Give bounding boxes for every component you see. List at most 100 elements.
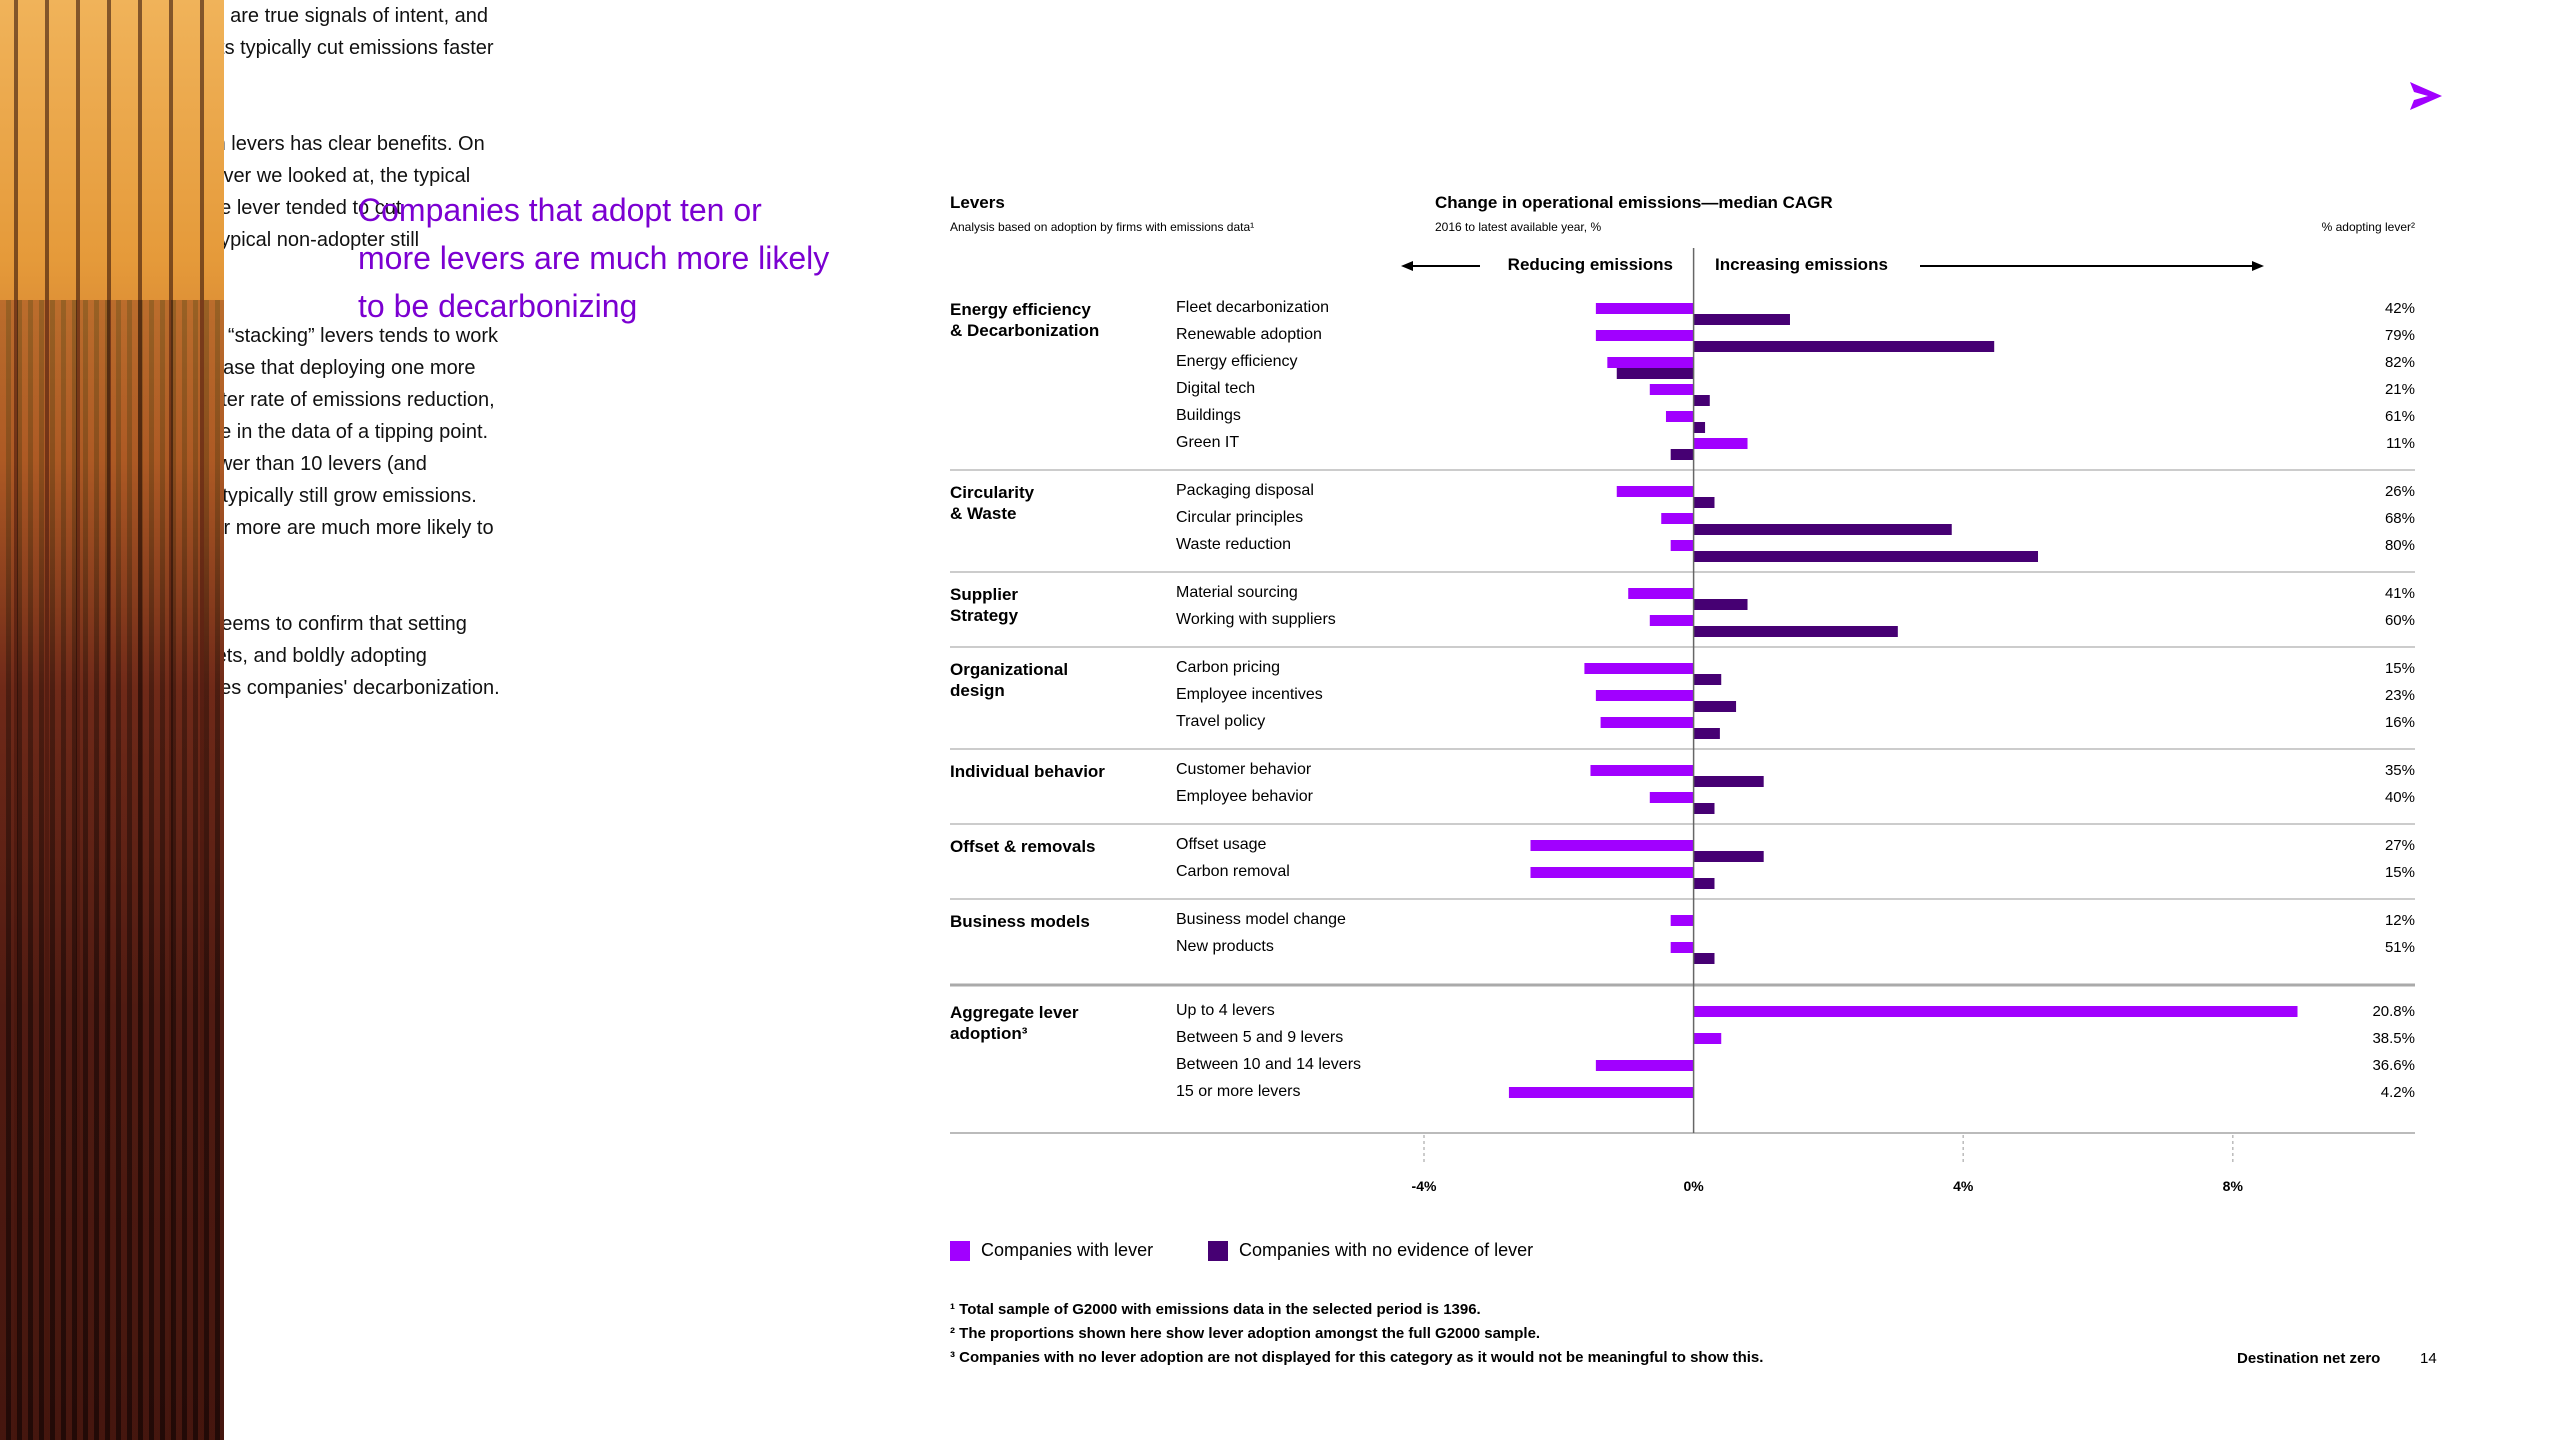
adoption-label: 27% — [2384, 837, 2415, 854]
lever-label: Carbon removal — [1176, 863, 1290, 880]
logo — [2410, 82, 2442, 110]
bar — [1607, 357, 1694, 368]
bar — [1628, 588, 1694, 599]
adoption-title: % adopting lever² — [2321, 220, 2415, 234]
bar — [1590, 765, 1694, 776]
chart-title: Change in operational emissions—median C… — [1435, 193, 1833, 212]
bar — [1693, 497, 1715, 508]
group-label: Offset & removals — [950, 837, 1096, 856]
lever-label: Material sourcing — [1176, 584, 1298, 601]
lever-label: Working with suppliers — [1176, 611, 1336, 628]
footnote: ³ Companies with no lever adoption are n… — [950, 1349, 1764, 1366]
legend-swatch — [1208, 1241, 1228, 1261]
lever-label: Buildings — [1176, 407, 1241, 424]
adoption-label: 42% — [2384, 300, 2415, 317]
adoption-label: 16% — [2384, 714, 2415, 731]
bar — [1649, 615, 1694, 626]
bar — [1600, 717, 1694, 728]
footer: Destination net zero — [2237, 1350, 2381, 1367]
adoption-label: 21% — [2384, 381, 2415, 398]
bar — [1665, 411, 1694, 422]
legend-swatch — [950, 1241, 970, 1261]
adoption-label: 82% — [2384, 354, 2415, 371]
bar — [1693, 674, 1722, 685]
adoption-label: 38.5% — [2372, 1030, 2415, 1047]
lever-label: Between 5 and 9 levers — [1176, 1029, 1344, 1046]
adoption-label: 23% — [2384, 687, 2415, 704]
group-label: Circularity & Waste — [950, 483, 1035, 523]
lever-label: Renewable adoption — [1176, 326, 1322, 343]
bar — [1693, 728, 1720, 739]
page-number: 14 — [2420, 1350, 2437, 1367]
adoption-label: 35% — [2384, 762, 2415, 779]
bar — [1693, 314, 1790, 325]
bar — [1595, 303, 1694, 314]
adoption-label: 68% — [2384, 510, 2415, 527]
levers-subtitle: Analysis based on adoption by firms with… — [950, 220, 1255, 234]
bar — [1595, 330, 1694, 341]
bar — [1693, 953, 1715, 964]
cover-photo — [0, 0, 224, 1440]
heading: Companies that adopt ten or more levers … — [358, 192, 830, 324]
adoption-label: 20.8% — [2372, 1003, 2415, 1020]
bar — [1649, 384, 1694, 395]
lever-label: Employee behavior — [1176, 788, 1313, 805]
adoption-label: 4.2% — [2380, 1084, 2415, 1101]
lever-label: Offset usage — [1176, 836, 1267, 853]
lever-label: Fleet decarbonization — [1176, 299, 1329, 316]
adoption-label: 36.6% — [2372, 1057, 2415, 1074]
bar — [1693, 1006, 2298, 1017]
bar — [1530, 867, 1694, 878]
bar — [1693, 626, 1898, 637]
lever-label: Travel policy — [1176, 713, 1266, 730]
adoption-label: 61% — [2384, 408, 2415, 425]
x-tick-label: -4% — [1411, 1178, 1437, 1194]
bar — [1670, 449, 1694, 460]
bar — [1693, 1033, 1722, 1044]
arrow-label: Increasing emissions — [1715, 255, 1888, 274]
lever-label: New products — [1176, 938, 1274, 955]
lever-label: Customer behavior — [1176, 761, 1312, 778]
lever-label: Between 10 and 14 levers — [1176, 1056, 1362, 1073]
chart-subtitle: 2016 to latest available year, % — [1435, 220, 1602, 234]
lever-label: Carbon pricing — [1176, 659, 1281, 676]
adoption-label: 40% — [2384, 789, 2415, 806]
bar — [1661, 513, 1694, 524]
levers-title: Levers — [950, 193, 1005, 212]
bar — [1693, 776, 1764, 787]
bar — [1508, 1087, 1694, 1098]
bar — [1649, 792, 1694, 803]
adoption-label: 15% — [2384, 660, 2415, 677]
bar — [1670, 942, 1694, 953]
lever-label: Green IT — [1176, 434, 1240, 451]
group-label: Organizational design — [950, 660, 1069, 700]
bar — [1530, 840, 1694, 851]
arrow-head — [2252, 261, 2264, 271]
bar — [1693, 701, 1737, 712]
lever-label: Business model change — [1176, 911, 1346, 928]
lever-label: 15 or more levers — [1176, 1083, 1301, 1100]
bar — [1616, 368, 1694, 379]
legend-label: Companies with lever — [981, 1240, 1154, 1260]
bar — [1693, 803, 1715, 814]
bar — [1693, 524, 1952, 535]
x-tick-label: 4% — [1953, 1178, 1974, 1194]
bar — [1693, 551, 2039, 562]
lever-label: Employee incentives — [1176, 686, 1323, 703]
adoption-label: 60% — [2384, 612, 2415, 629]
bar — [1693, 851, 1764, 862]
group-label: Supplier Strategy — [950, 585, 1019, 625]
adoption-label: 11% — [2386, 435, 2415, 452]
bar — [1693, 395, 1710, 406]
group-label: Business models — [950, 912, 1090, 931]
lever-label: Waste reduction — [1176, 536, 1292, 553]
group-label: Aggregate lever adoption³ — [950, 1003, 1079, 1043]
adoption-label: 12% — [2384, 912, 2415, 929]
adoption-label: 26% — [2384, 483, 2415, 500]
adoption-label: 15% — [2384, 864, 2415, 881]
legend-label: Companies with no evidence of lever — [1239, 1240, 1534, 1260]
footnote: ¹ Total sample of G2000 with emissions d… — [950, 1301, 1481, 1318]
arrow-head — [1401, 261, 1413, 271]
adoption-label: 79% — [2384, 327, 2415, 344]
